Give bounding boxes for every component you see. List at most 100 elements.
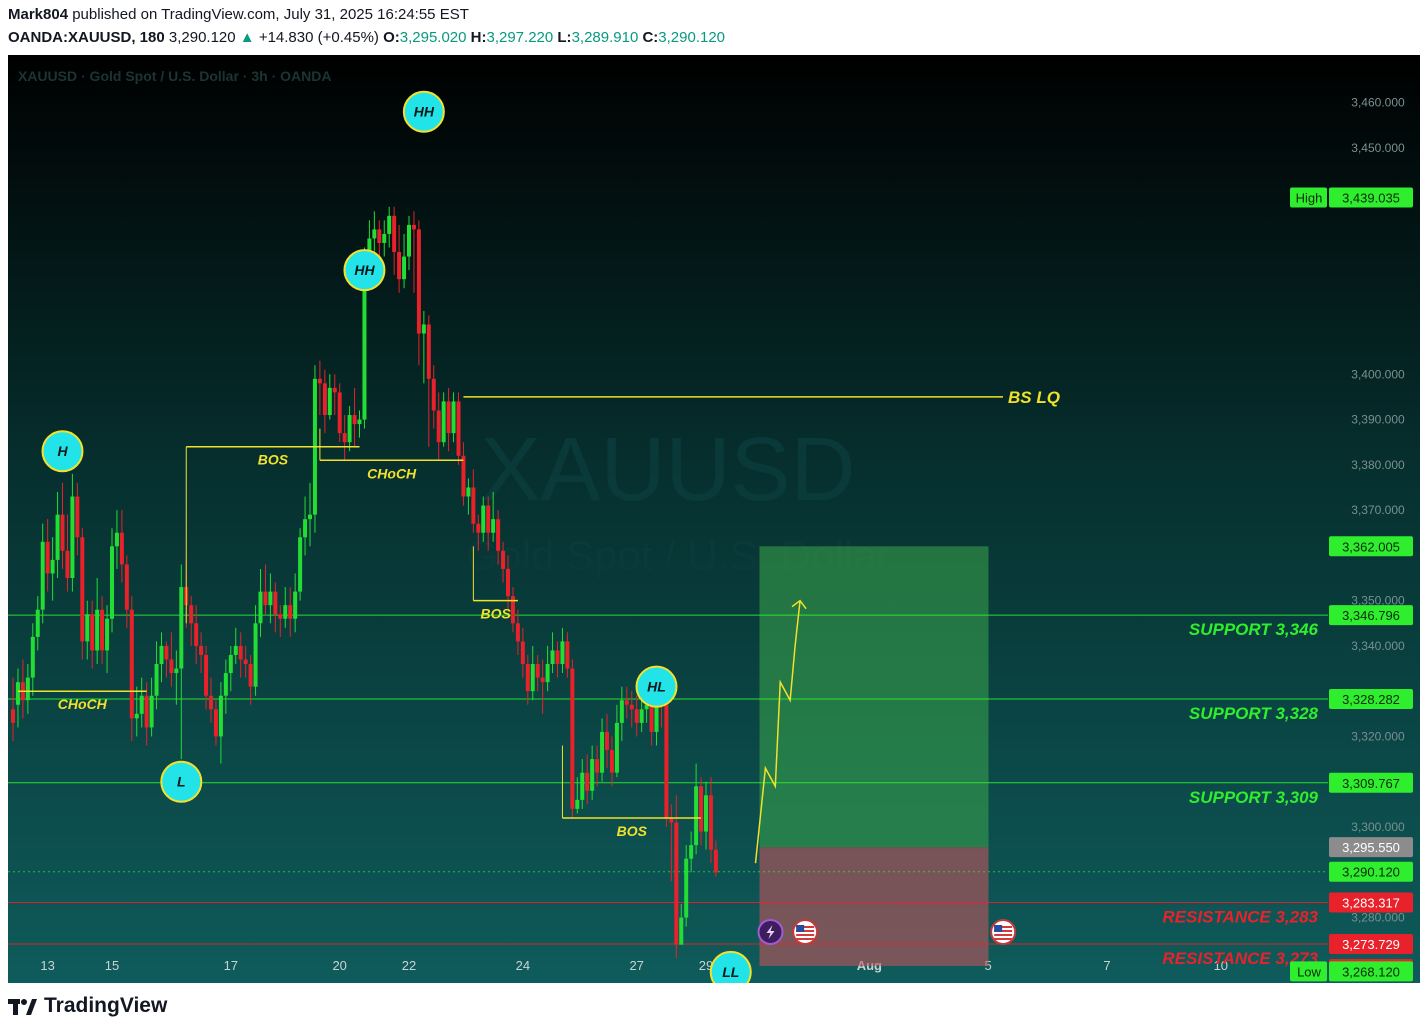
candle-body[interactable] (11, 709, 15, 723)
candle-body[interactable] (283, 605, 288, 619)
candle-body[interactable] (45, 541, 50, 574)
candle-body[interactable] (362, 256, 367, 420)
candle-body[interactable] (347, 415, 352, 443)
candle-body[interactable] (426, 324, 431, 379)
candle-body[interactable] (238, 645, 243, 660)
candles[interactable] (11, 206, 718, 959)
candle-body[interactable] (510, 596, 515, 624)
projection-path[interactable] (754, 599, 807, 864)
candle-body[interactable] (506, 568, 510, 597)
candle-body[interactable] (233, 645, 238, 655)
candle-body[interactable] (317, 378, 322, 384)
candle-body[interactable] (491, 519, 496, 533)
candle-body[interactable] (674, 822, 679, 945)
candle-body[interactable] (367, 238, 372, 257)
candle-body[interactable] (600, 731, 605, 773)
candle-body[interactable] (95, 609, 100, 651)
candle-body[interactable] (501, 550, 506, 569)
candle-body[interactable] (337, 392, 342, 434)
candle-body[interactable] (149, 695, 154, 728)
candle-body[interactable] (520, 641, 525, 665)
candle-body[interactable] (357, 419, 362, 425)
candle-body[interactable] (580, 772, 585, 800)
swing-marker[interactable] (343, 249, 386, 292)
candle-body[interactable] (75, 496, 80, 538)
candle-body[interactable] (228, 654, 233, 674)
candle-body[interactable] (35, 609, 40, 637)
candle-body[interactable] (713, 849, 718, 873)
candle-body[interactable] (669, 817, 674, 823)
candle-body[interactable] (416, 229, 421, 334)
candle-body[interactable] (704, 795, 708, 832)
candle-body[interactable] (258, 591, 263, 624)
candle-body[interactable] (708, 795, 713, 850)
candle-body[interactable] (30, 636, 35, 678)
candle-body[interactable] (80, 537, 85, 642)
candle-body[interactable] (55, 514, 60, 560)
lightning-icon[interactable] (757, 919, 784, 945)
author-name[interactable]: Mark804 (8, 6, 69, 23)
candle-body[interactable] (476, 523, 481, 533)
candle-body[interactable] (248, 664, 253, 687)
candle-body[interactable] (629, 704, 634, 710)
candle-body[interactable] (85, 614, 90, 642)
candle-body[interactable] (654, 686, 659, 732)
candle-body[interactable] (263, 591, 268, 606)
candle-body[interactable] (114, 532, 119, 547)
candle-body[interactable] (530, 664, 535, 692)
candle-body[interactable] (105, 618, 110, 651)
candle-body[interactable] (387, 215, 392, 234)
candle-body[interactable] (273, 591, 278, 615)
candle-body[interactable] (451, 401, 456, 434)
candle-body[interactable] (397, 252, 402, 280)
candle-body[interactable] (204, 654, 209, 696)
candle-body[interactable] (352, 415, 357, 425)
candle-body[interactable] (308, 514, 312, 520)
us-flag-icon[interactable] (990, 919, 1017, 945)
candle-body[interactable] (129, 609, 134, 719)
candle-body[interactable] (110, 546, 114, 619)
candle-body[interactable] (293, 591, 298, 619)
candle-body[interactable] (65, 550, 70, 579)
candle-body[interactable] (322, 383, 327, 416)
candle-body[interactable] (619, 700, 624, 723)
candle-body[interactable] (496, 519, 501, 551)
price-chart[interactable]: XAUUSD · Gold Spot / U.S. Dollar · 3h · … (8, 55, 1420, 983)
candle-body[interactable] (179, 587, 184, 669)
candle-body[interactable] (154, 664, 159, 696)
candle-body[interactable] (134, 713, 139, 719)
candle-body[interactable] (694, 786, 699, 846)
candle-body[interactable] (60, 514, 65, 551)
candle-body[interactable] (407, 224, 411, 257)
candle-body[interactable] (218, 695, 223, 737)
candle-body[interactable] (555, 650, 560, 665)
candle-body[interactable] (609, 750, 614, 773)
candle-body[interactable] (585, 772, 590, 791)
swing-marker[interactable] (160, 760, 203, 803)
candle-body[interactable] (461, 455, 466, 497)
candle-body[interactable] (119, 532, 124, 565)
candle-body[interactable] (639, 709, 644, 723)
candle-body[interactable] (664, 704, 669, 818)
candle-body[interactable] (298, 537, 303, 592)
candle-body[interactable] (377, 229, 382, 243)
candle-body[interactable] (684, 858, 689, 918)
candle-body[interactable] (565, 641, 570, 669)
candle-body[interactable] (436, 410, 441, 443)
candle-body[interactable] (614, 722, 619, 773)
candle-body[interactable] (402, 256, 407, 280)
candle-body[interactable] (144, 695, 149, 728)
candle-body[interactable] (40, 541, 45, 610)
swing-marker[interactable] (635, 665, 678, 708)
candle-body[interactable] (486, 505, 491, 533)
us-flag-icon[interactable] (792, 919, 819, 945)
candle-body[interactable] (421, 324, 426, 334)
candle-body[interactable] (446, 401, 451, 434)
stop-zone[interactable] (759, 847, 989, 966)
candle-body[interactable] (139, 695, 144, 714)
candle-body[interactable] (545, 664, 550, 683)
candle-body[interactable] (649, 704, 654, 732)
candle-body[interactable] (174, 668, 179, 674)
trade-box[interactable] (759, 546, 989, 966)
